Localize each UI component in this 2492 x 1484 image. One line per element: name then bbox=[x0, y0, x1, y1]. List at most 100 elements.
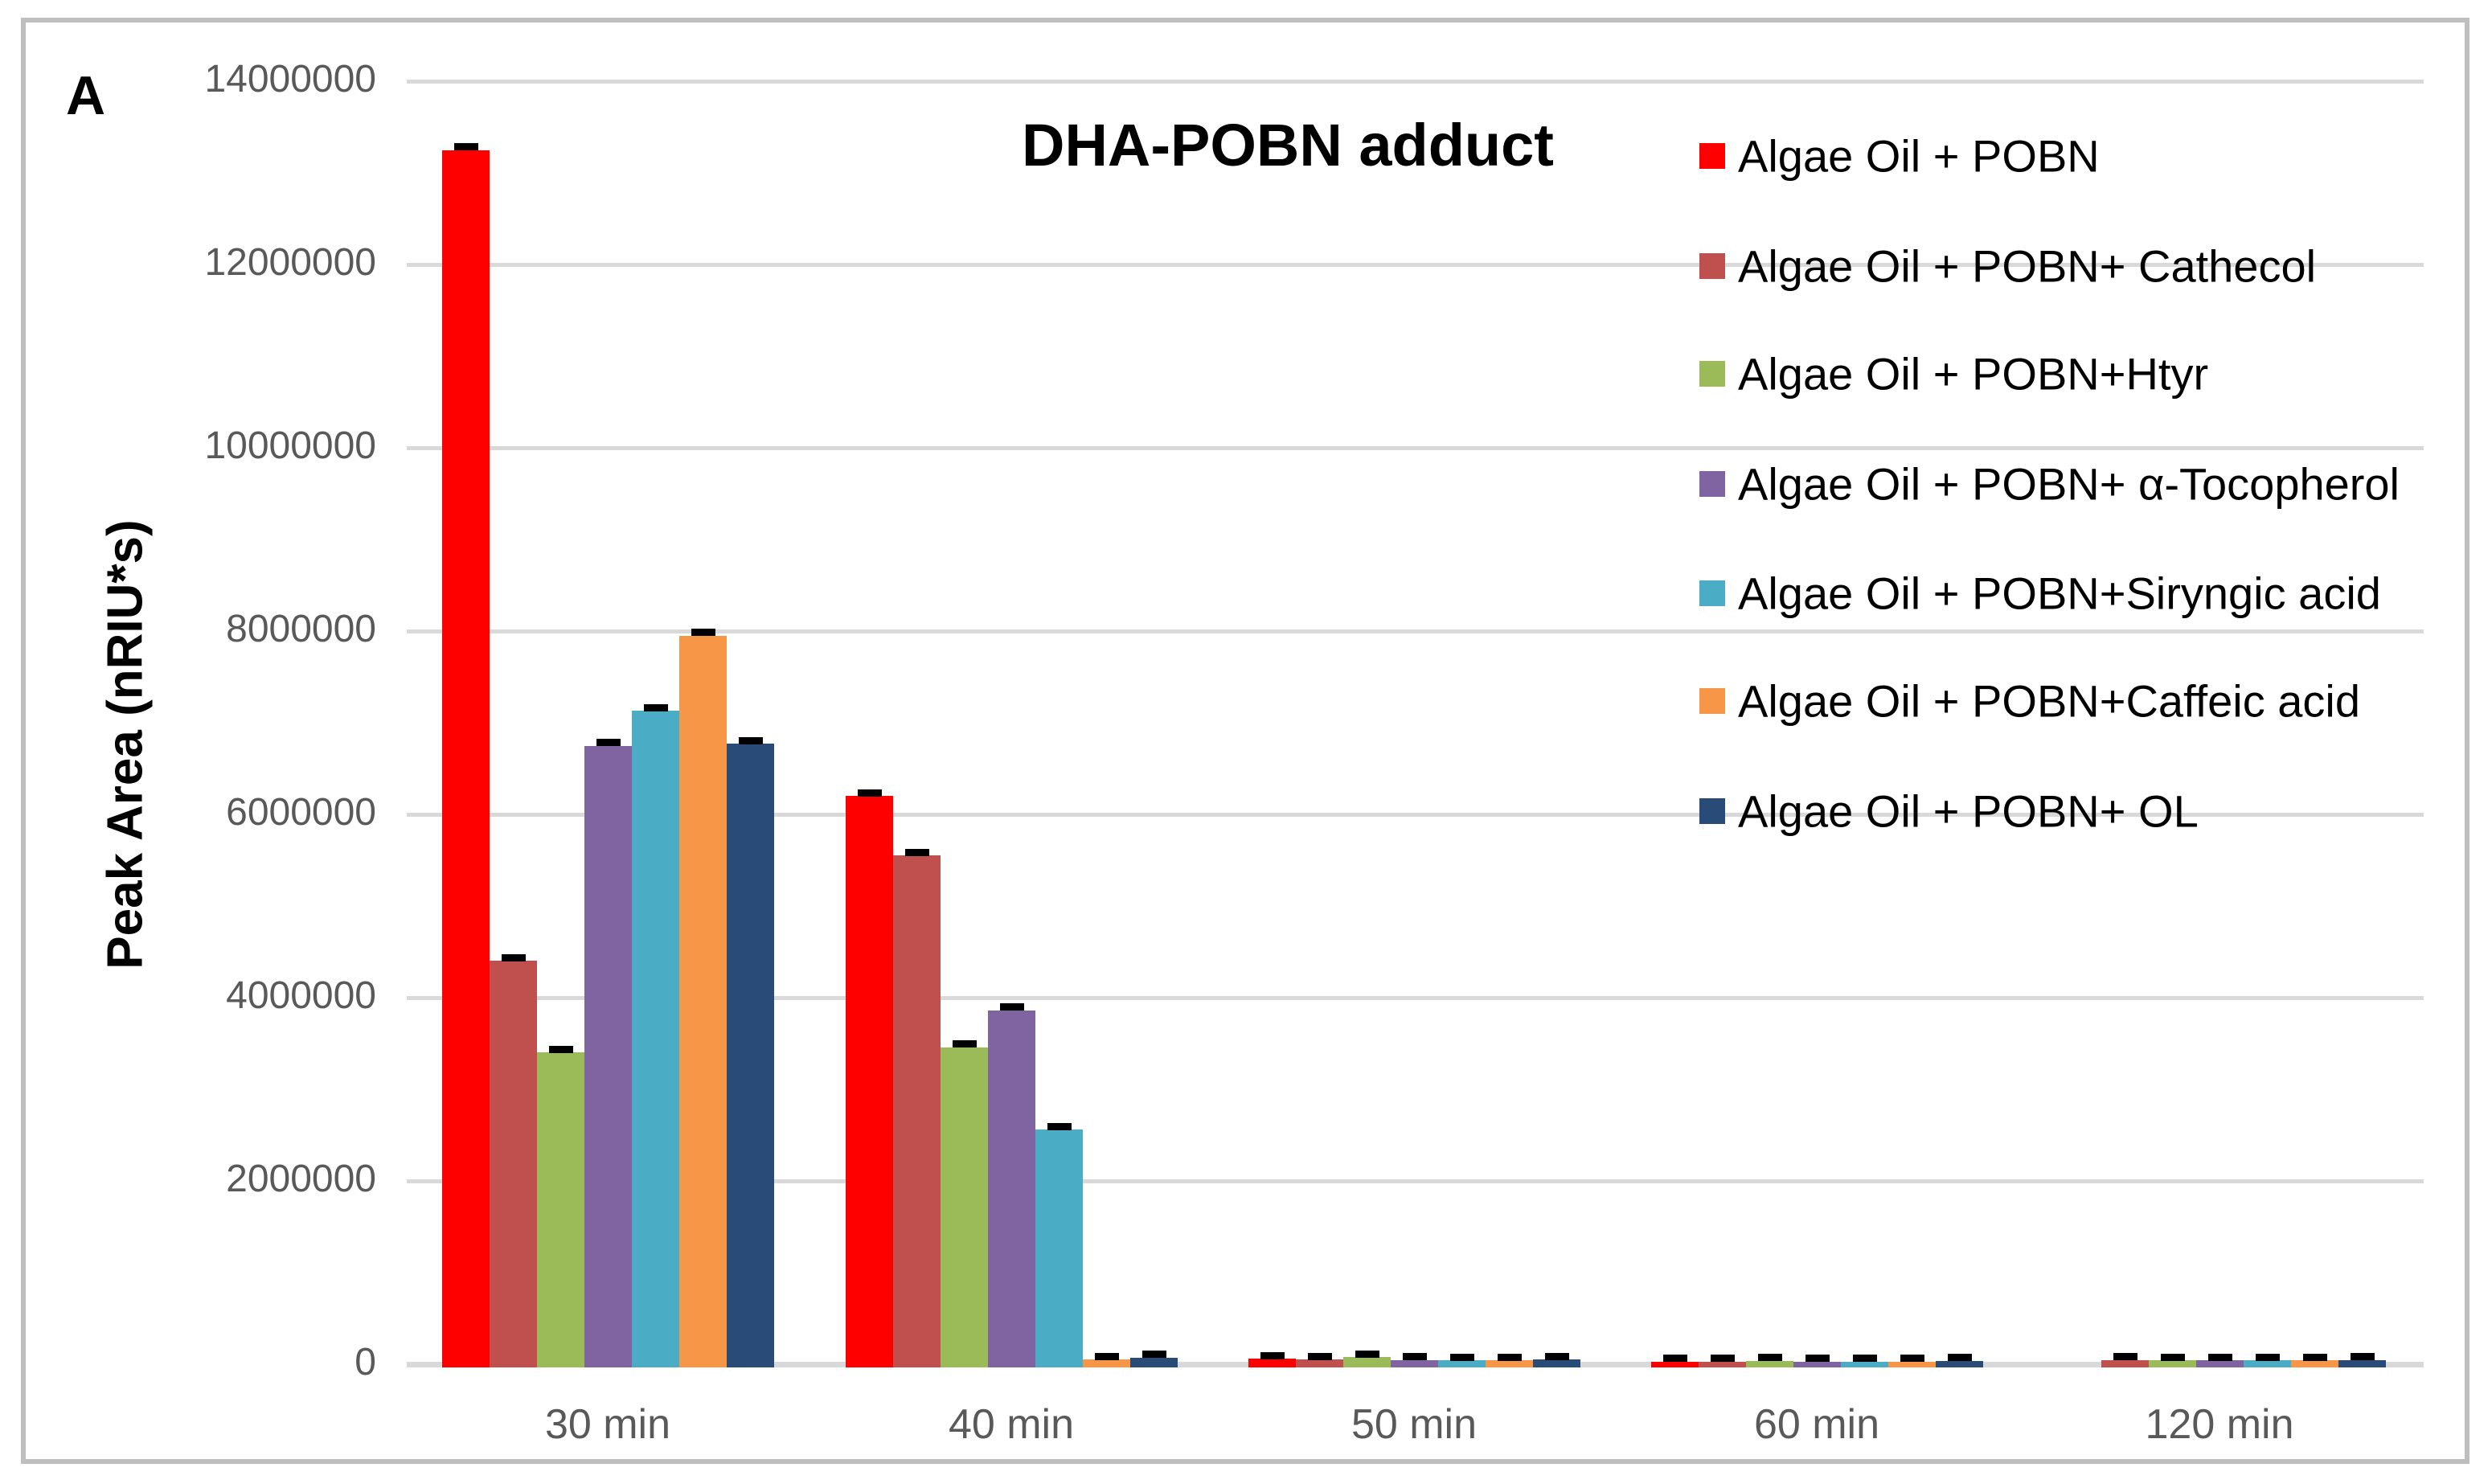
bar[interactable] bbox=[1438, 1360, 1486, 1367]
bar[interactable] bbox=[1035, 1129, 1083, 1367]
legend-swatch-icon bbox=[1699, 798, 1725, 824]
error-bar-cap bbox=[1663, 1355, 1687, 1362]
bar[interactable] bbox=[893, 855, 941, 1367]
bar[interactable] bbox=[1248, 1359, 1296, 1367]
x-category-label: 60 min bbox=[1753, 1401, 1880, 1448]
bar[interactable] bbox=[727, 744, 774, 1367]
bar[interactable] bbox=[679, 636, 727, 1367]
legend-label: Algae Oil + POBN+Htyr bbox=[1738, 348, 2209, 400]
bar[interactable] bbox=[1651, 1362, 1699, 1367]
x-category-label: 50 min bbox=[1351, 1401, 1478, 1448]
error-bar-cap bbox=[2161, 1354, 2185, 1361]
error-bar-cap bbox=[905, 849, 929, 856]
bar[interactable] bbox=[537, 1052, 584, 1367]
error-bar-cap bbox=[1805, 1355, 1830, 1362]
y-tick-label: 6000000 bbox=[226, 791, 376, 834]
error-bar-cap bbox=[596, 739, 621, 746]
y-axis-title: Peak Area (nRIU*s) bbox=[97, 519, 154, 970]
legend-swatch-icon bbox=[1699, 688, 1725, 714]
error-bar-cap bbox=[2113, 1353, 2137, 1360]
error-bar-cap bbox=[1095, 1353, 1119, 1360]
y-gridline bbox=[407, 80, 2424, 84]
legend-swatch-icon bbox=[1699, 143, 1725, 169]
bar[interactable] bbox=[1699, 1362, 1746, 1367]
error-bar-cap bbox=[1308, 1353, 1332, 1360]
bar[interactable] bbox=[2196, 1360, 2244, 1367]
x-category-label: 120 min bbox=[2145, 1401, 2294, 1448]
bar[interactable] bbox=[1936, 1361, 1983, 1367]
error-bar-cap bbox=[1000, 1003, 1024, 1011]
y-tick-label: 14000000 bbox=[204, 58, 376, 100]
legend-label: Algae Oil + POBN+Siryngic acid bbox=[1738, 568, 2381, 619]
x-category-label: 40 min bbox=[948, 1401, 1075, 1448]
legend-swatch-icon bbox=[1699, 471, 1725, 497]
bar[interactable] bbox=[1083, 1359, 1130, 1367]
y-gridline bbox=[407, 996, 2424, 1000]
error-bar-cap bbox=[1450, 1354, 1474, 1361]
figure-border bbox=[21, 18, 2469, 1464]
y-gridline bbox=[407, 1179, 2424, 1183]
bar[interactable] bbox=[988, 1011, 1035, 1367]
bar[interactable] bbox=[2244, 1360, 2291, 1367]
bar[interactable] bbox=[1746, 1361, 1793, 1367]
error-bar-cap bbox=[644, 704, 668, 711]
error-bar-cap bbox=[2303, 1354, 2327, 1361]
legend-swatch-icon bbox=[1699, 253, 1725, 279]
error-bar-cap bbox=[1758, 1354, 1782, 1361]
bar[interactable] bbox=[1391, 1360, 1438, 1367]
bar[interactable] bbox=[846, 796, 893, 1367]
y-gridline bbox=[407, 446, 2424, 450]
error-bar-cap bbox=[2351, 1353, 2375, 1360]
bar[interactable] bbox=[2291, 1360, 2338, 1367]
error-bar-cap bbox=[1545, 1353, 1569, 1360]
error-bar-cap bbox=[953, 1040, 977, 1047]
panel-label: A bbox=[66, 65, 106, 126]
bar[interactable] bbox=[2338, 1360, 2386, 1367]
bar[interactable] bbox=[2101, 1360, 2149, 1367]
error-bar-cap bbox=[1403, 1353, 1427, 1360]
bar[interactable] bbox=[1888, 1362, 1936, 1367]
error-bar-cap bbox=[691, 629, 715, 636]
error-bar-cap bbox=[454, 143, 478, 150]
error-bar-cap bbox=[1900, 1355, 1924, 1362]
legend-label: Algae Oil + POBN bbox=[1738, 130, 2100, 182]
y-tick-label: 0 bbox=[355, 1341, 376, 1384]
bar[interactable] bbox=[490, 961, 537, 1367]
bar[interactable] bbox=[1343, 1357, 1391, 1367]
error-bar-cap bbox=[1498, 1354, 1522, 1361]
error-bar-cap bbox=[2208, 1354, 2232, 1361]
error-bar-cap bbox=[858, 789, 882, 797]
chart-title: DHA-POBN adduct bbox=[1022, 112, 1554, 178]
y-tick-label: 4000000 bbox=[226, 974, 376, 1017]
y-tick-label: 8000000 bbox=[226, 608, 376, 650]
error-bar-cap bbox=[1948, 1354, 1972, 1361]
bar[interactable] bbox=[632, 711, 679, 1367]
legend-label: Algae Oil + POBN+ Cathecol bbox=[1738, 240, 2317, 292]
legend-label: Algae Oil + POBN+ OL bbox=[1738, 785, 2199, 837]
bar[interactable] bbox=[1130, 1358, 1178, 1367]
bar[interactable] bbox=[442, 150, 490, 1367]
error-bar-cap bbox=[739, 737, 763, 744]
bar[interactable] bbox=[1533, 1359, 1580, 1367]
bar[interactable] bbox=[941, 1047, 988, 1367]
y-tick-label: 10000000 bbox=[204, 424, 376, 467]
legend-swatch-icon bbox=[1699, 361, 1725, 387]
y-gridline bbox=[407, 813, 2424, 817]
legend-label: Algae Oil + POBN+Caffeic acid bbox=[1738, 675, 2361, 727]
error-bar-cap bbox=[1355, 1351, 1379, 1358]
error-bar-cap bbox=[549, 1046, 573, 1053]
error-bar-cap bbox=[1711, 1355, 1735, 1362]
bar[interactable] bbox=[2149, 1360, 2196, 1367]
bar[interactable] bbox=[1841, 1362, 1888, 1367]
y-tick-label: 12000000 bbox=[204, 241, 376, 284]
bar[interactable] bbox=[584, 746, 632, 1367]
bar[interactable] bbox=[1793, 1362, 1841, 1367]
error-bar-cap bbox=[1047, 1123, 1072, 1130]
y-gridline bbox=[407, 263, 2424, 267]
error-bar-cap bbox=[2256, 1354, 2280, 1361]
bar[interactable] bbox=[1296, 1359, 1343, 1367]
legend-label: Algae Oil + POBN+ α-Tocopherol bbox=[1738, 458, 2400, 510]
error-bar-cap bbox=[1260, 1352, 1285, 1359]
bar[interactable] bbox=[1486, 1360, 1533, 1367]
y-gridline bbox=[407, 629, 2424, 633]
